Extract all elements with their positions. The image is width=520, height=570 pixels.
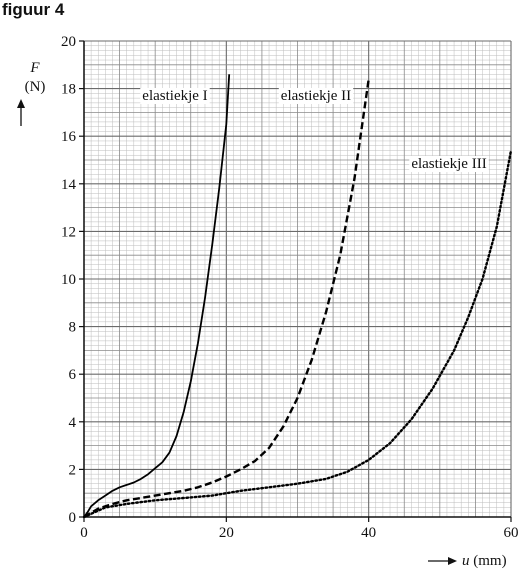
y-tick-label: 14 — [61, 177, 77, 193]
y-tick-label: 0 — [69, 510, 77, 526]
y-tick-labels: 0 2 4 6 8 10 12 14 16 18 20 — [61, 34, 84, 526]
x-axis-label: u (mm) — [462, 553, 507, 569]
y-tick-label: 16 — [61, 129, 77, 145]
y-axis-symbol: F — [29, 60, 40, 76]
y-tick-label: 4 — [69, 415, 77, 431]
y-axis-arrow-icon — [17, 99, 25, 126]
major-grid — [83, 40, 512, 518]
series-label-2: elastiekje II — [281, 88, 351, 104]
x-axis-arrow-icon — [428, 557, 457, 565]
y-tick-label: 6 — [69, 367, 77, 383]
y-tick-label: 20 — [61, 34, 76, 50]
x-tick-label: 0 — [80, 525, 88, 541]
series-line-3 — [82, 149, 513, 519]
series-line-2 — [83, 78, 370, 519]
x-tick-label: 20 — [219, 525, 234, 541]
y-axis-unit: (N) — [25, 79, 46, 95]
figure-title: figuur 4 — [2, 0, 65, 19]
x-tick-labels: 0 20 40 60 — [80, 517, 519, 541]
y-tick-label: 8 — [69, 320, 77, 336]
series-labels: elastiekje I elastiekje II elastiekje III — [140, 88, 489, 172]
series-label-1: elastiekje I — [142, 88, 207, 104]
series-label-bg — [409, 156, 489, 172]
y-tick-label: 2 — [69, 462, 77, 478]
x-tick-label: 40 — [361, 525, 376, 541]
series-lines — [82, 74, 513, 519]
series-label-bg — [140, 88, 210, 104]
series-label-bg — [278, 88, 354, 104]
x-tick-label: 60 — [504, 525, 519, 541]
series-line-1 — [83, 74, 231, 518]
y-tick-label: 18 — [61, 82, 76, 98]
y-tick-label: 10 — [61, 272, 76, 288]
y-tick-label: 12 — [61, 224, 76, 240]
series-label-3: elastiekje III — [411, 156, 486, 172]
